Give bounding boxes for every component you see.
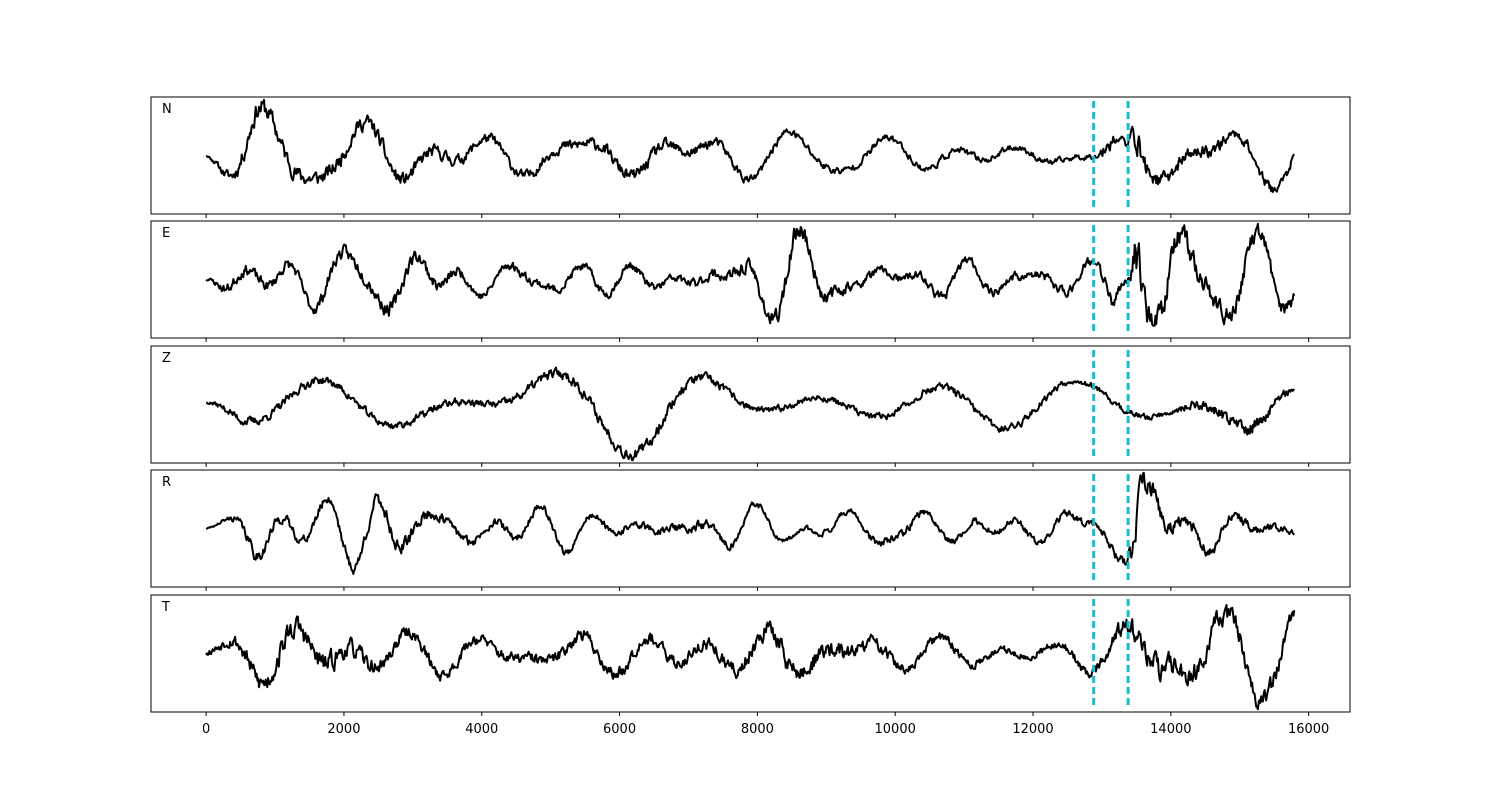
x-tick-label: 14000: [1150, 722, 1191, 737]
panel-label-r: R: [162, 475, 171, 490]
x-tick-label: 16000: [1288, 722, 1329, 737]
panel-frame: [150, 345, 1351, 464]
panel-n: N: [150, 96, 1351, 218]
x-tick-label: 0: [202, 722, 210, 737]
trace-t: [205, 604, 1296, 711]
x-tick-label: 10000: [875, 722, 916, 737]
panel-label-n: N: [162, 102, 172, 117]
trace-r: [205, 471, 1296, 575]
panel-label-z: Z: [162, 351, 171, 366]
trace-z: [205, 366, 1296, 462]
x-tick-label: 12000: [1012, 722, 1053, 737]
panel-frame: [150, 594, 1351, 713]
panel-frame: [150, 469, 1351, 588]
panel-t: T: [150, 594, 1351, 716]
trace-n: [205, 98, 1295, 193]
panel-frame: [150, 96, 1351, 215]
panel-r: R: [150, 469, 1351, 591]
x-tick-label: 2000: [327, 722, 360, 737]
panel-label-t: T: [161, 600, 170, 615]
panel-e: E: [150, 220, 1351, 342]
panel-frame: [150, 220, 1351, 339]
x-tick-label: 6000: [603, 722, 636, 737]
x-tick-label: 4000: [465, 722, 498, 737]
panel-z: Z: [150, 345, 1351, 467]
panel-label-e: E: [162, 226, 170, 241]
x-tick-label: 8000: [741, 722, 774, 737]
trace-e: [205, 222, 1296, 327]
